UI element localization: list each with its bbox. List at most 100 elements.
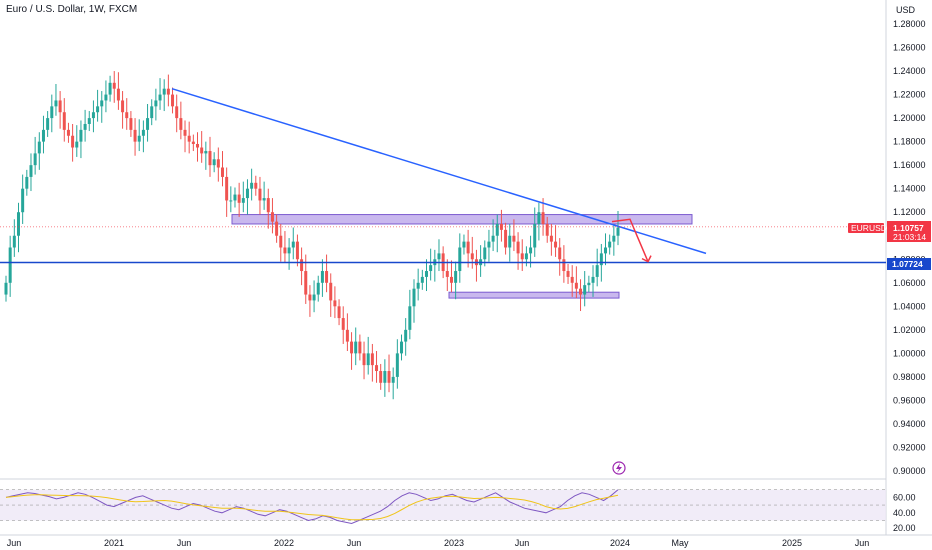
resistance-zone — [231, 214, 693, 225]
candle-body — [62, 112, 66, 130]
candle-body — [200, 147, 204, 154]
candle-body — [404, 329, 408, 342]
candles — [4, 71, 620, 400]
candle-body — [66, 129, 70, 136]
candle-body — [29, 165, 33, 177]
price-tick-label: 1.16000 — [893, 160, 926, 170]
lightning-icon[interactable] — [612, 461, 626, 475]
candle-body — [46, 118, 50, 130]
candle-body — [241, 198, 245, 203]
time-tick-label: Jun — [515, 538, 530, 548]
candle-body — [337, 306, 341, 319]
candle-body — [33, 153, 37, 166]
candle-body — [220, 167, 224, 177]
zones — [231, 214, 693, 299]
trendline — [171, 87, 707, 255]
candle-body — [187, 135, 191, 142]
lightning-icon-bolt — [616, 463, 622, 473]
candle-body — [504, 229, 508, 248]
candle-body — [54, 100, 58, 107]
price-tick-label: 1.20000 — [893, 113, 926, 123]
candle-body — [429, 265, 433, 272]
candle-body — [58, 100, 62, 113]
candle-body — [304, 271, 308, 295]
candle-body — [487, 241, 491, 248]
candle-body — [196, 143, 200, 148]
time-tick-label: Jun — [855, 538, 870, 548]
time-tick-label: Jun — [177, 538, 192, 548]
candle-body — [233, 194, 237, 201]
candle-body — [91, 112, 95, 119]
candle-body — [470, 253, 474, 260]
candle-body — [175, 106, 179, 119]
rsi-tick-label: 20.00 — [893, 523, 916, 533]
candle-body — [108, 82, 112, 95]
price-tick-label: 0.98000 — [893, 372, 926, 382]
candle-body — [566, 271, 570, 277]
candle-body — [12, 235, 16, 248]
price-tick-label: 1.14000 — [893, 184, 926, 194]
candle-body — [445, 271, 449, 277]
candle-body — [146, 118, 150, 130]
candle-body — [362, 353, 366, 366]
candle-body — [383, 371, 387, 383]
time-tick-label: Jun — [347, 538, 362, 548]
candle-body — [312, 294, 316, 301]
candle-body — [333, 300, 337, 307]
time-tick-label: 2024 — [610, 538, 630, 548]
candle-body — [137, 135, 141, 142]
candle-body — [412, 288, 416, 307]
time-tick-label: 2021 — [104, 538, 124, 548]
candle-body — [395, 353, 399, 377]
candle-body — [616, 227, 620, 236]
candle-body — [458, 247, 462, 272]
candle-body — [533, 223, 537, 248]
candle-body — [366, 353, 370, 366]
candle-body — [275, 221, 279, 236]
candle-body — [112, 82, 116, 89]
price-tick-label: 1.00000 — [893, 348, 926, 358]
rsi-ma-line — [5, 494, 619, 521]
candle-body — [424, 271, 428, 277]
candle-body — [541, 212, 545, 224]
price-tick-label: 1.18000 — [893, 137, 926, 147]
overlays — [0, 87, 886, 264]
candle-body — [508, 235, 512, 248]
candle-body — [358, 341, 362, 354]
candle-body — [266, 198, 270, 213]
candle-body — [466, 241, 470, 254]
candle-body — [591, 276, 595, 283]
candle-body — [279, 235, 283, 248]
candle-body — [316, 282, 320, 295]
candle-body — [420, 276, 424, 283]
candle-body — [208, 151, 212, 166]
rsi-tick-label: 60.00 — [893, 492, 916, 502]
candle-body — [391, 376, 395, 383]
rsi-indicator: 60.00 40.00 20.00 — [5, 489, 916, 533]
candle-body — [100, 100, 104, 107]
candle-body — [166, 88, 170, 95]
candle-body — [4, 282, 8, 295]
last-price-tag: EURUSD 1.10757 21:03:14 — [848, 221, 931, 242]
price-tick-label: 1.28000 — [893, 19, 926, 29]
candle-body — [79, 129, 83, 142]
candle-body — [191, 141, 195, 144]
price-ticks: 1.28000 1.26000 1.24000 1.22000 1.20000 1.180… — [893, 19, 926, 476]
candle-body — [329, 282, 333, 301]
candle-body — [270, 212, 274, 222]
candle-body — [212, 159, 216, 166]
price-tick-label: 1.22000 — [893, 90, 926, 100]
candle-body — [516, 241, 520, 254]
candle-body — [225, 176, 229, 201]
candle-body — [237, 194, 241, 203]
candle-body — [375, 365, 379, 372]
candle-body — [41, 129, 45, 142]
projection-arrow — [611, 218, 649, 262]
candle-body — [520, 253, 524, 260]
time-tick-label: 2022 — [274, 538, 294, 548]
candle-body — [21, 188, 25, 213]
candle-body — [96, 106, 100, 113]
currency-label: USD — [896, 5, 916, 15]
candle-body — [291, 241, 295, 248]
